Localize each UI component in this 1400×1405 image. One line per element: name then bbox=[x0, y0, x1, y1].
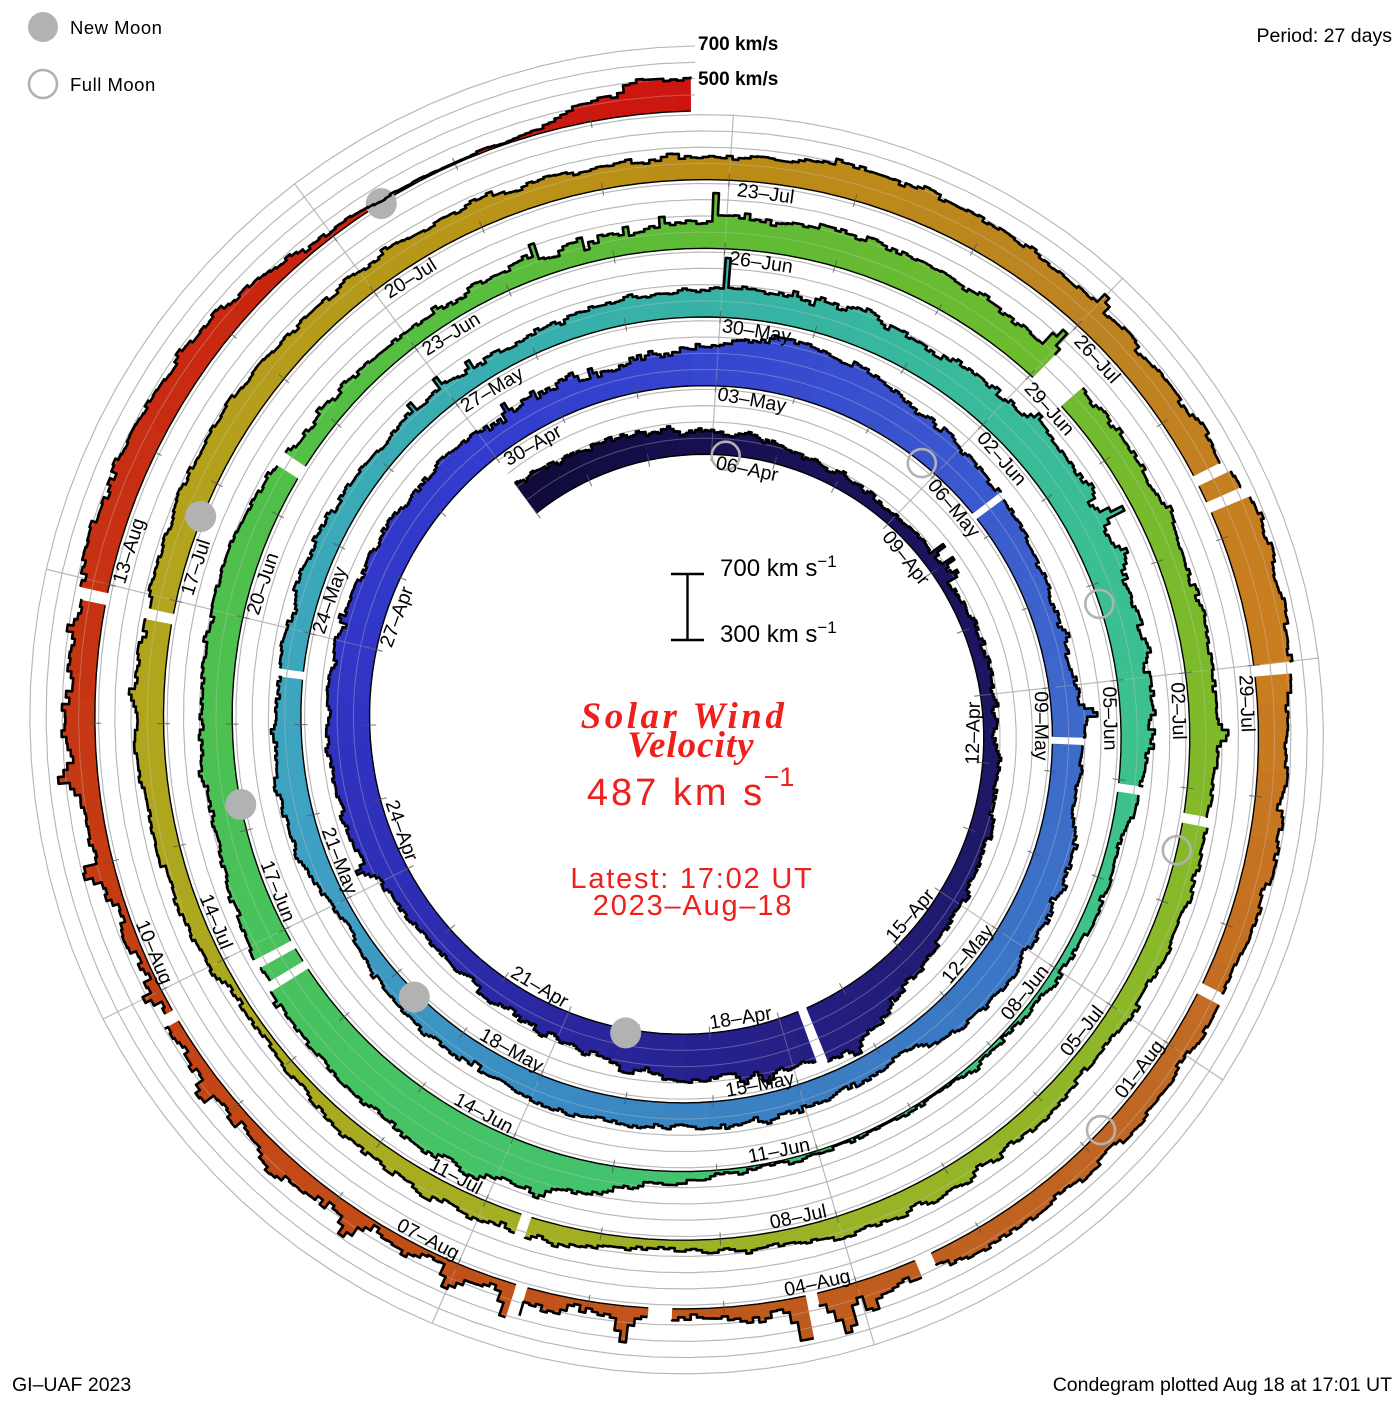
svg-text:02–Jul: 02–Jul bbox=[1166, 682, 1190, 740]
svg-text:−1: −1 bbox=[764, 762, 795, 792]
svg-text:Period: 27 days: Period: 27 days bbox=[1256, 25, 1392, 47]
svg-text:29–Jul: 29–Jul bbox=[1234, 674, 1258, 732]
svg-text:700 km/s: 700 km/s bbox=[698, 34, 778, 55]
svg-text:Full Moon: Full Moon bbox=[70, 74, 156, 95]
svg-text:New Moon: New Moon bbox=[70, 17, 162, 38]
svg-text:487 km s: 487 km s bbox=[587, 772, 765, 814]
svg-text:Condegram plotted Aug 18 at 17: Condegram plotted Aug 18 at 17:01 UT bbox=[1053, 1374, 1392, 1396]
svg-text:Velocity: Velocity bbox=[627, 725, 754, 766]
svg-text:2023–Aug–18: 2023–Aug–18 bbox=[593, 890, 793, 922]
svg-text:500 km/s: 500 km/s bbox=[698, 69, 778, 90]
svg-text:09–May: 09–May bbox=[1030, 691, 1052, 761]
svg-text:05–Jun: 05–Jun bbox=[1098, 686, 1121, 750]
svg-text:12–Apr: 12–Apr bbox=[962, 701, 985, 765]
svg-text:GI–UAF 2023: GI–UAF 2023 bbox=[12, 1374, 131, 1396]
